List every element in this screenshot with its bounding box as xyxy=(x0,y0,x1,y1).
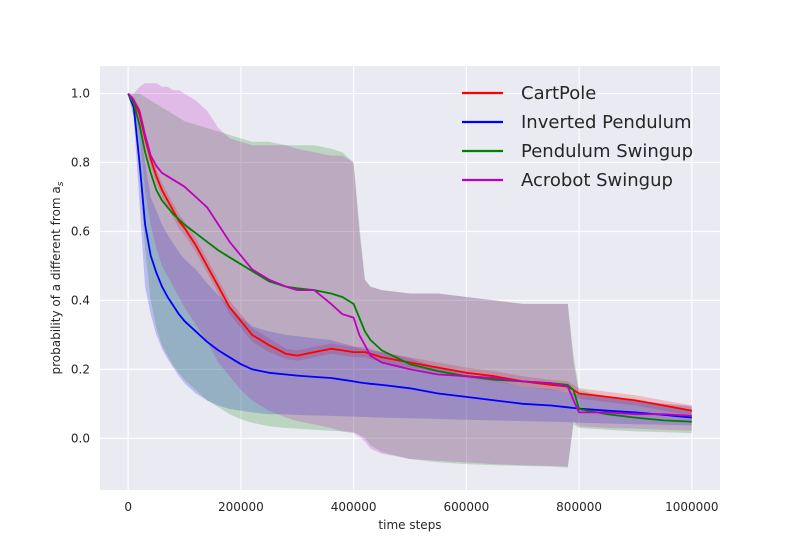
inverted-pendulum-legend-label: Inverted Pendulum xyxy=(521,112,692,133)
plot-background xyxy=(100,66,720,490)
y-tick-labels: 0.0 0.2 0.4 0.6 0.8 1.0 xyxy=(71,87,90,446)
y-tick-label: 0.6 xyxy=(71,224,90,238)
x-tick-label: 800000 xyxy=(556,500,602,514)
acrobot-swingup-line xyxy=(127,93,692,417)
grid xyxy=(100,66,720,490)
series-lines xyxy=(127,93,692,423)
cartpole-legend-label: CartPole xyxy=(521,83,596,104)
x-tick-labels: 0 200000 400000 600000 800000 1000000 xyxy=(124,500,718,514)
pendulum-swingup-legend-label: Pendulum Swingup xyxy=(521,141,693,162)
inverted-pendulum-line xyxy=(127,93,692,419)
y-axis-label: probability of a different from as xyxy=(49,181,66,374)
inverted-pendulum-band xyxy=(128,93,692,426)
y-tick-label: 1.0 xyxy=(71,87,90,101)
x-tick-label: 1000000 xyxy=(665,500,718,514)
x-tick-label: 200000 xyxy=(218,500,264,514)
y-tick-label: 0.2 xyxy=(71,362,90,376)
cartpole-line xyxy=(127,93,692,412)
y-tick-label: 0.0 xyxy=(71,431,90,445)
x-axis-label: time steps xyxy=(378,518,441,532)
y-axis-label-main: probability of a different from a xyxy=(49,186,63,374)
x-tick-label: 600000 xyxy=(443,500,489,514)
x-tick-label: 400000 xyxy=(331,500,377,514)
x-tick-label: 0 xyxy=(124,500,132,514)
y-tick-label: 0.4 xyxy=(71,293,90,307)
legend: CartPole Inverted Pendulum Pendulum Swingu… xyxy=(462,83,693,191)
pendulum-swingup-band xyxy=(128,93,692,468)
acrobot-swingup-legend-label: Acrobot Swingup xyxy=(521,170,673,191)
acrobot-swingup-band xyxy=(128,83,692,467)
y-tick-label: 0.8 xyxy=(71,156,90,170)
y-axis-label-subscript: s xyxy=(56,181,66,186)
confidence-bands xyxy=(128,83,692,468)
